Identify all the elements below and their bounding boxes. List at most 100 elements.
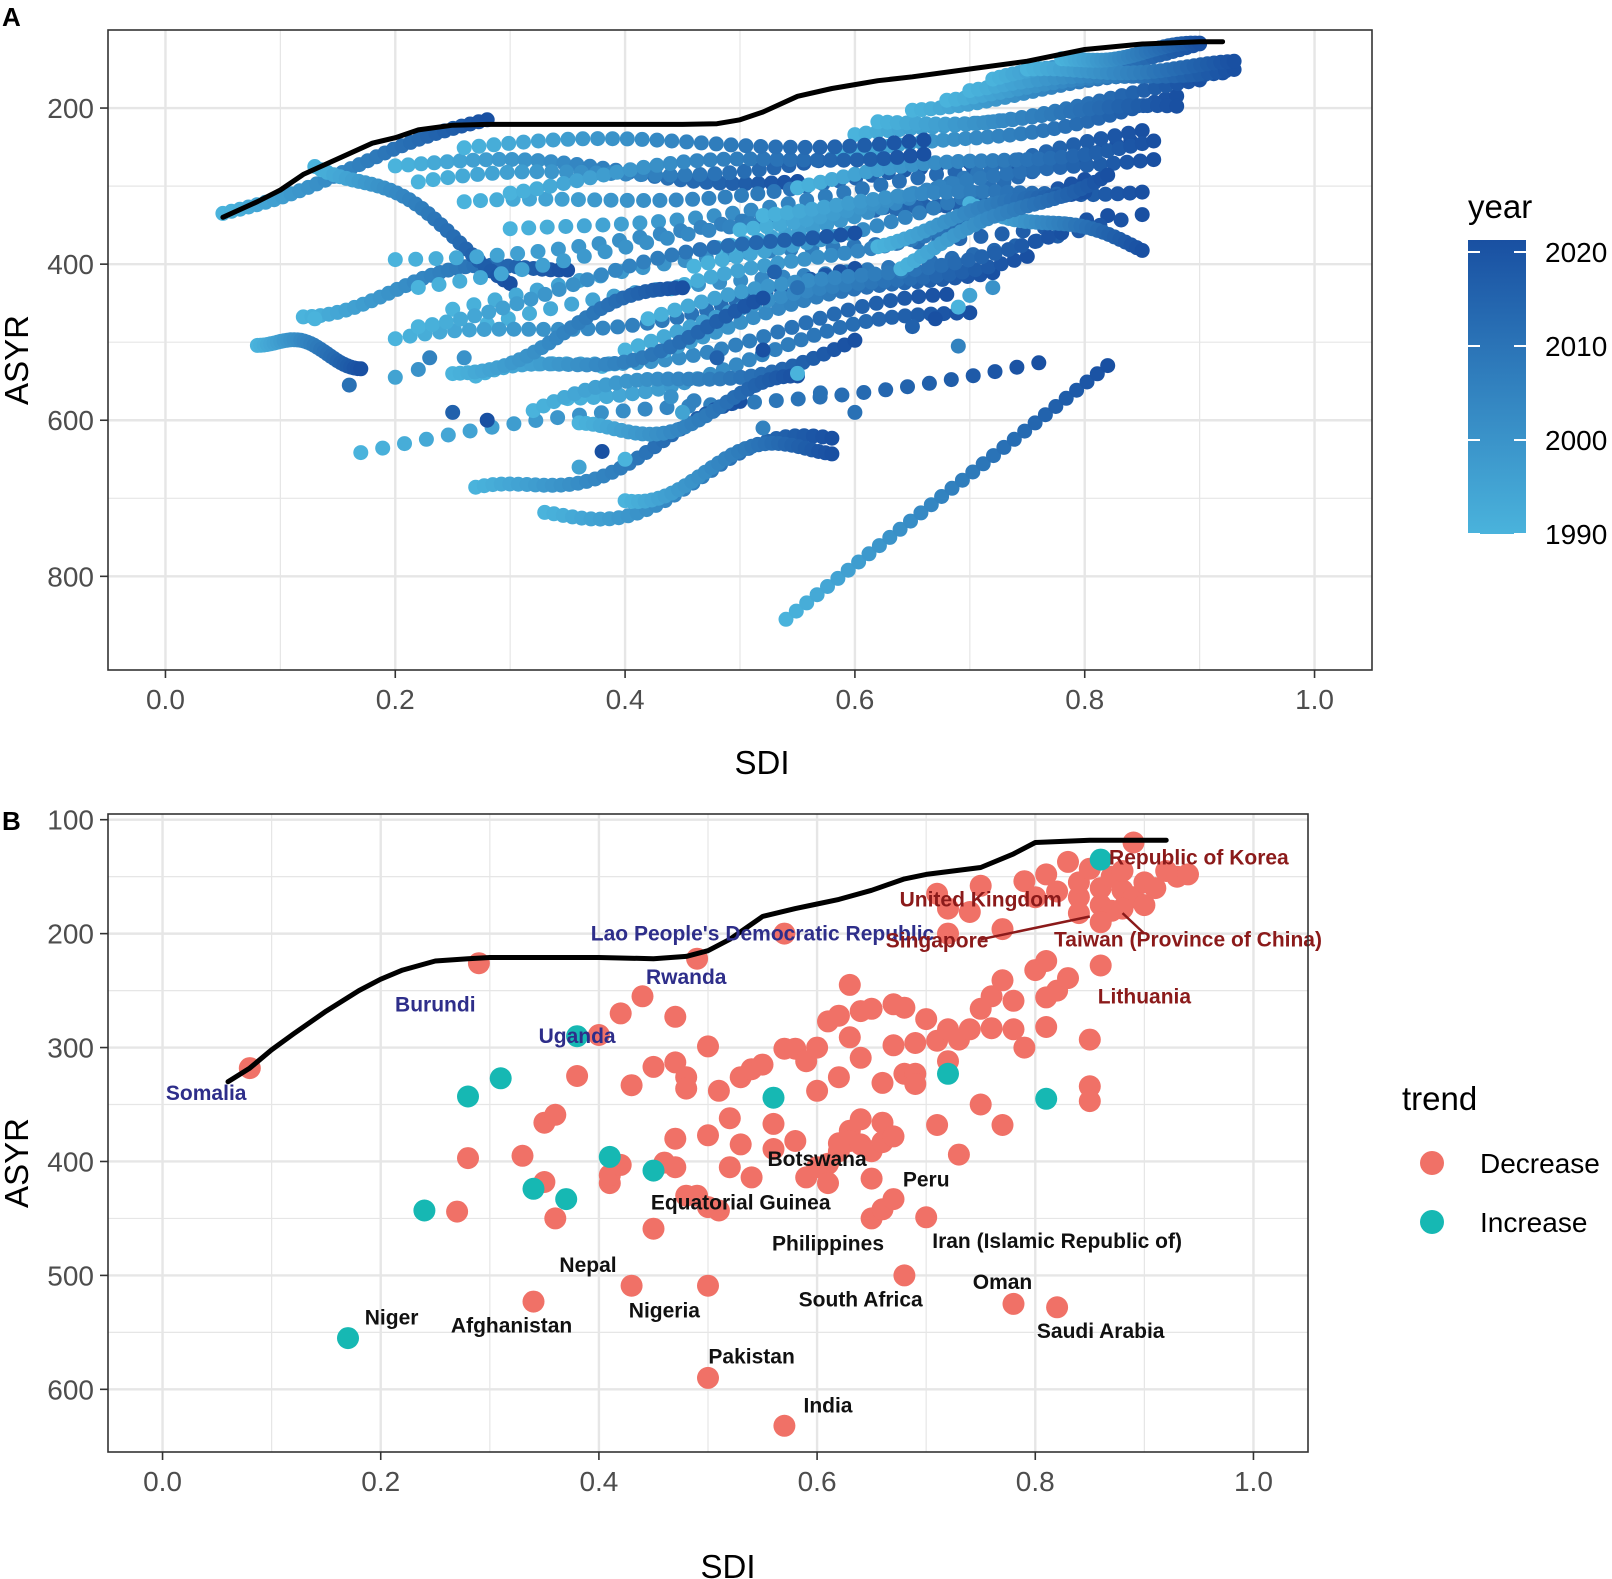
x-tick-label: 0.2 [376,684,415,715]
year-point [987,245,1003,261]
year-point [1037,407,1053,423]
y-tick-label: 400 [47,1146,94,1177]
trend-legend-increase-label: Increase [1480,1207,1587,1238]
year-point [636,193,652,208]
year-point [502,185,518,201]
panel-b-frontier-line [225,837,1169,1085]
panel-b-x-ticks: 0.0 0.2 0.4 0.6 0.8 1.0 [143,1452,1273,1497]
year-point [1106,155,1122,171]
trajectory-4 [778,358,1116,627]
year-point [792,203,808,219]
decrease-point [882,1125,905,1148]
year-point [962,287,978,303]
year-point [939,154,955,170]
decrease-point [1002,1292,1025,1315]
year-point [847,166,863,182]
year-point [542,178,558,194]
x-tick-label: 0.4 [606,684,645,715]
year-point [986,448,1001,464]
year-point [854,299,870,314]
trajectory-37 [1054,35,1208,68]
year-point [1093,131,1109,147]
year-point [597,244,613,260]
year-point [996,152,1012,168]
country-label: Philippines [772,1233,884,1256]
year-point [576,218,592,234]
year-point [1123,138,1139,154]
year-point [774,276,789,292]
year-point [686,393,702,409]
year-point [913,505,929,521]
country-label: Lithuania [1098,985,1192,1008]
year-point [957,131,973,147]
decrease-point [969,1093,992,1116]
increase-point [642,1159,665,1182]
trajectory-44 [445,280,690,382]
panel-a-border [107,29,1373,671]
year-point [559,164,574,180]
year-point [613,216,629,232]
increase-point [598,1145,621,1168]
year-point [836,152,852,168]
decrease-point [893,1264,916,1287]
decrease-point [620,1074,643,1097]
year-point [834,387,850,403]
year-point [804,201,820,217]
trajectory-45 [410,225,863,335]
year-point [837,245,852,261]
year-point [969,130,984,146]
decrease-point [664,1005,687,1028]
year-point [473,270,488,286]
year-point [456,194,472,210]
y-tick-label: 600 [47,405,94,436]
year-point [605,131,620,147]
year-point [630,338,646,354]
decrease-point [806,1079,829,1102]
year-point [637,401,653,417]
year-point [902,187,918,203]
year-point [820,579,835,594]
y-tick-label: 500 [47,1260,94,1291]
country-label: Lao People's Democratic Republic [591,923,935,946]
year-point [679,134,695,150]
year-point [685,191,701,207]
year-point [491,151,507,167]
year-point [910,170,926,186]
year-point [693,135,709,151]
year-point [570,192,586,208]
year-point [579,272,595,288]
decrease-point [707,1199,730,1222]
year-point [638,384,653,400]
year-point [1048,399,1064,414]
year-point [796,152,812,168]
trajectory-46 [502,146,932,201]
year-point [728,337,744,353]
year-point [1031,151,1047,167]
year-point [910,307,926,323]
year-point [536,321,551,337]
year-point [651,214,666,230]
decrease-point [1002,1018,1025,1041]
year-point [841,195,857,211]
year-point [649,157,665,173]
year-point [575,131,591,147]
decrease-point [1035,950,1058,972]
year-point [529,181,545,197]
decrease-point [664,1156,687,1179]
year-point [619,131,635,147]
year-point [812,310,828,326]
decrease-point [1057,967,1079,990]
trajectory-26 [732,152,1162,238]
decrease-point [566,1065,589,1087]
year-point [504,152,520,167]
year-point [1121,125,1136,141]
year-point [1019,152,1035,168]
decrease-point [587,1024,610,1046]
year-point [869,218,885,234]
year-point [643,333,659,349]
x-tick-label: 1.0 [1234,1466,1273,1497]
year-point [478,152,494,168]
year-point [867,266,883,282]
year-point [728,249,744,265]
country-label: Republic of Korea [1109,846,1289,869]
